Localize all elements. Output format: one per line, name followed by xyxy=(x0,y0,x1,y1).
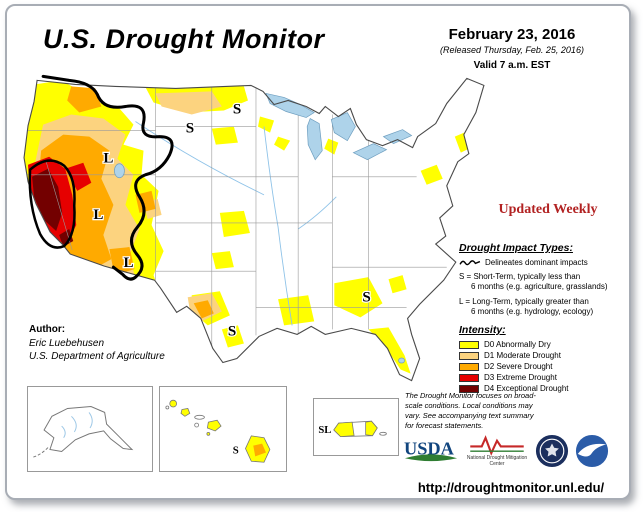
legend-swatch xyxy=(459,340,479,349)
author-heading: Author: xyxy=(29,324,66,335)
island-maui xyxy=(206,419,222,432)
alaska-map xyxy=(32,406,134,458)
legend-label: D1 Moderate Drought xyxy=(484,351,561,360)
intensity-legend: Intensity: D0 Abnormally Dry D1 Moderate … xyxy=(459,324,631,395)
website-url: http://droughtmonitor.unl.edu/ xyxy=(417,480,605,495)
noaa-logo xyxy=(575,434,609,468)
great-salt-lake xyxy=(114,163,125,179)
island-lanai xyxy=(194,422,199,428)
date-block: February 23, 2016 (Released Thursday, Fe… xyxy=(405,26,619,71)
aleutian-islands xyxy=(32,447,49,458)
impact-types-heading: Drought Impact Types: xyxy=(459,242,573,254)
long-term-boundary xyxy=(41,74,174,281)
legend-row: D2 Severe Drought xyxy=(459,362,631,371)
island-hawaii-d2-area xyxy=(253,443,266,457)
updated-weekly-note: Updated Weekly xyxy=(498,202,598,217)
intensity-legend-rows: D0 Abnormally Dry D1 Moderate Drought D2 S… xyxy=(459,340,631,393)
legend-row: D4 Exceptional Drought xyxy=(459,384,631,393)
disclaimer-text: The Drought Monitor focuses on broad-sca… xyxy=(405,391,536,431)
released-date: (Released Thursday, Feb. 25, 2016) xyxy=(440,45,584,55)
long-term-def-line2: 6 months (e.g. hydrology, ecology) xyxy=(471,307,594,316)
lake-okeechobee xyxy=(398,357,405,364)
usda-logo: USDA xyxy=(404,438,458,461)
state-boundaries xyxy=(24,86,447,349)
page-frame: U.S. Drought Monitor February 23, 2016 (… xyxy=(5,4,631,500)
impact-types-legend: Drought Impact Types: Delineates dominan… xyxy=(459,242,631,317)
alaska-rivers xyxy=(61,412,93,439)
usda-logo-text: USDA xyxy=(404,438,455,458)
legend-row: D1 Moderate Drought xyxy=(459,351,631,360)
california-boundary xyxy=(28,159,76,249)
legend-label: D4 Exceptional Drought xyxy=(484,384,569,393)
alaska-inset xyxy=(27,386,153,472)
legend-swatch xyxy=(459,351,479,360)
legend-swatch xyxy=(459,384,479,393)
lake-erie xyxy=(352,143,388,161)
hawaii-impact-letter: S xyxy=(233,444,239,456)
island-oahu xyxy=(180,408,191,417)
intensity-heading: Intensity: xyxy=(459,324,506,336)
impact-letter-l: L xyxy=(123,255,133,271)
logo-row: USDA National Drought Mitigation Center xyxy=(403,434,631,468)
impact-letter-s: S xyxy=(233,102,241,118)
legend-swatch xyxy=(459,362,479,371)
impact-letter-s: S xyxy=(228,323,236,339)
legend-label: D2 Severe Drought xyxy=(484,362,553,371)
ndmc-logo-mark xyxy=(470,435,524,456)
short-term-def-line2: 6 months (e.g. agriculture, grasslands) xyxy=(471,282,608,291)
impact-letter-l: L xyxy=(103,151,113,167)
delineates-row: Delineates dominant impacts xyxy=(459,258,631,267)
impact-squiggle-icon xyxy=(459,260,481,266)
ndmc-logo-text: National Drought Mitigation Center xyxy=(466,455,528,467)
island-niihau xyxy=(165,405,170,410)
hawaii-inset: S xyxy=(159,386,287,472)
legend-label: D0 Abnormally Dry xyxy=(484,340,551,349)
island-vieques xyxy=(379,431,387,436)
page-title: U.S. Drought Monitor xyxy=(43,24,325,54)
legend-row: D3 Extreme Drought xyxy=(459,373,631,382)
short-term-def-line1: S = Short-Term, typically less than xyxy=(459,272,581,281)
lake-superior xyxy=(265,92,315,118)
impact-letter-s: S xyxy=(362,289,370,305)
valid-time: Valid 7 a.m. EST xyxy=(473,60,551,71)
great-lakes xyxy=(114,92,413,364)
puerto-rico-d0-east xyxy=(365,420,378,437)
island-kauai xyxy=(169,399,177,408)
puerto-rico-d0-west xyxy=(333,421,355,438)
puerto-rico-inset: SL xyxy=(313,398,399,456)
report-date: February 23, 2016 xyxy=(448,26,576,43)
impact-letter-l: L xyxy=(93,207,103,223)
author-org: U.S. Department of Agriculture xyxy=(29,351,165,362)
lake-huron xyxy=(330,112,356,142)
legend-label: D3 Extreme Drought xyxy=(484,373,557,382)
island-kahoolawe xyxy=(206,432,211,436)
alaska-outline xyxy=(43,406,134,452)
legend-swatch xyxy=(459,373,479,382)
commerce-seal-logo xyxy=(535,434,569,468)
us-map: S S L L L S S xyxy=(23,74,485,382)
hawaii-map: S xyxy=(165,399,271,463)
us-border xyxy=(23,77,485,382)
hawaii-islands xyxy=(165,399,271,463)
impact-boundary-lines xyxy=(28,74,174,281)
map-impact-labels: S S L L L S S xyxy=(92,100,372,340)
ndmc-logo: National Drought Mitigation Center xyxy=(465,435,529,467)
lake-ontario xyxy=(382,129,413,145)
author-name: Eric Luebehusen xyxy=(29,338,105,349)
impact-letter-s: S xyxy=(186,121,194,137)
legend-row: D0 Abnormally Dry xyxy=(459,340,631,349)
lake-michigan xyxy=(306,118,323,161)
island-molokai xyxy=(194,414,205,420)
puerto-rico-map: SL xyxy=(318,420,387,438)
author-block: Author: Eric Luebehusen U.S. Department … xyxy=(29,324,165,363)
usda-swoosh xyxy=(404,453,458,461)
long-term-def-line1: L = Long-Term, typically greater than xyxy=(459,297,589,306)
delineates-label: Delineates dominant impacts xyxy=(485,258,588,267)
puerto-rico-impact-letter: SL xyxy=(318,425,331,436)
